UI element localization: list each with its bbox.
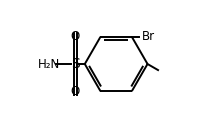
Text: O: O [71,85,80,98]
Text: Br: Br [142,30,155,43]
Text: S: S [71,57,80,71]
Text: O: O [71,30,80,43]
Text: H₂N: H₂N [38,57,60,71]
